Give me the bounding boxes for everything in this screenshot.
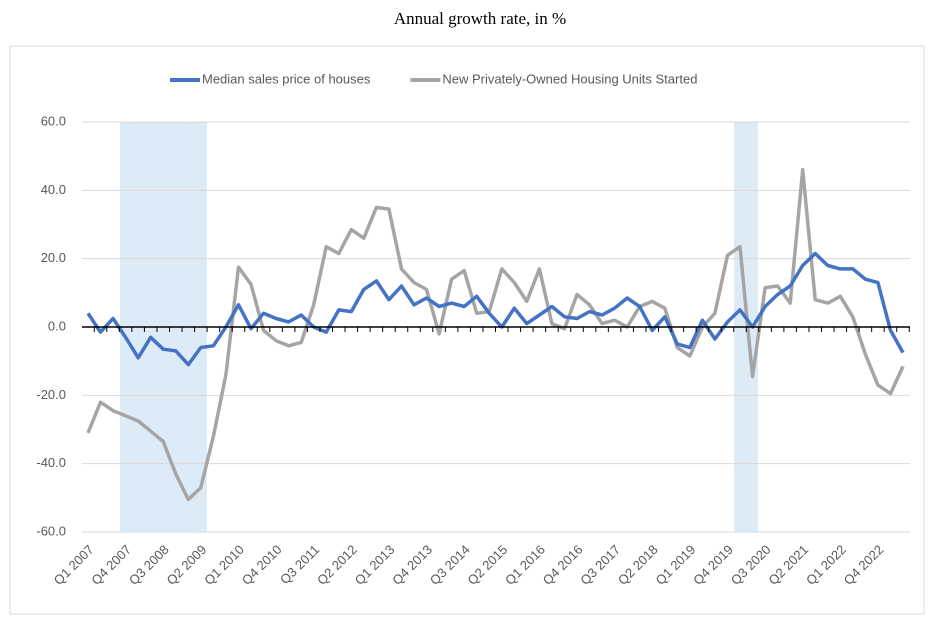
- y-tick-label: 20.0: [41, 250, 66, 265]
- chart-frame: [9, 45, 925, 615]
- x-tick-label: Q2 2012: [314, 542, 360, 588]
- x-tick-label: Q1 2010: [201, 542, 247, 588]
- x-tick-label: Q4 2022: [841, 542, 887, 588]
- x-tick-label: Q1 2007: [51, 542, 97, 588]
- x-tick-label: Q3 2008: [126, 542, 172, 588]
- y-tick-label: 40.0: [41, 182, 66, 197]
- x-tick-label: Q2 2018: [615, 542, 661, 588]
- x-tick-label: Q4 2013: [389, 542, 435, 588]
- legend-label: Median sales price of houses: [202, 71, 371, 86]
- x-tick-label: Q1 2019: [653, 542, 699, 588]
- series-line: [86, 168, 905, 502]
- lines: [86, 168, 905, 502]
- y-tick-label: -60.0: [36, 523, 66, 538]
- legend-label: New Privately-Owned Housing Units Starte…: [442, 71, 697, 86]
- x-tick-label: Q4 2010: [239, 542, 285, 588]
- y-tick-label: -20.0: [36, 387, 66, 402]
- y-tick-label: -40.0: [36, 455, 66, 470]
- x-tick-label: Q3 2014: [427, 542, 473, 588]
- x-tick-label: Q3 2020: [728, 542, 774, 588]
- x-tick-label: Q1 2013: [352, 542, 398, 588]
- series-line: [86, 251, 905, 367]
- x-tick-label: Q2 2009: [164, 542, 210, 588]
- y-tick-label: 0.0: [48, 318, 66, 333]
- x-tick-label: Q4 2007: [88, 542, 134, 588]
- x-tick-label: Q2 2021: [765, 542, 811, 588]
- y-tick-label: 60.0: [41, 113, 66, 128]
- x-tick-label: Q3 2011: [277, 542, 322, 587]
- chart-title: Annual growth rate, in %: [394, 9, 566, 28]
- x-tick-label: Q1 2022: [803, 542, 849, 588]
- x-tick-label: Q3 2017: [577, 542, 623, 588]
- x-tick-label: Q4 2019: [690, 542, 736, 588]
- x-tick-label: Q2 2015: [464, 542, 510, 588]
- legend: Median sales price of houses New Privatel…: [170, 71, 697, 86]
- x-tick-label: Q1 2016: [502, 542, 548, 588]
- x-tick-label: Q4 2016: [540, 542, 586, 588]
